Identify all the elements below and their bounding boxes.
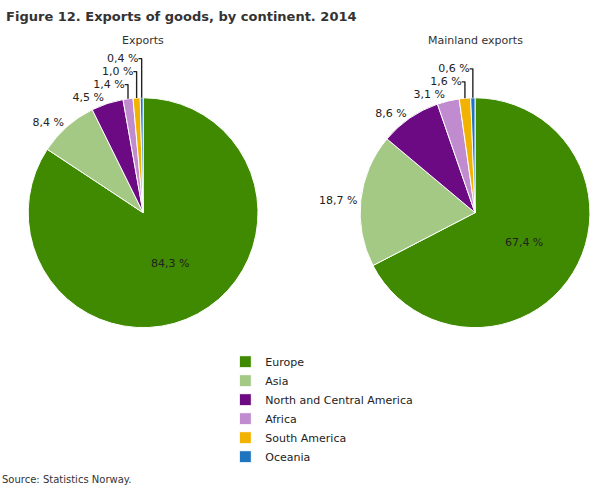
svg-text:8,6 %: 8,6 % (375, 107, 406, 120)
svg-text:1,6 %: 1,6 % (430, 75, 461, 88)
svg-text:84,3 %: 84,3 % (151, 257, 189, 270)
svg-text:1,4 %: 1,4 % (93, 78, 124, 91)
svg-text:Africa: Africa (265, 413, 296, 426)
svg-text:18,7 %: 18,7 % (319, 194, 357, 207)
svg-text:Asia: Asia (265, 375, 288, 388)
svg-text:4,5 %: 4,5 % (73, 91, 104, 104)
svg-text:0,6 %: 0,6 % (438, 62, 469, 75)
svg-text:0,4 %: 0,4 % (107, 52, 138, 65)
svg-text:3,1 %: 3,1 % (413, 88, 444, 101)
svg-text:67,4 %: 67,4 % (505, 236, 543, 249)
svg-text:Figure 12. Exports of goods, b: Figure 12. Exports of goods, by continen… (6, 9, 356, 24)
svg-text:Mainland exports: Mainland exports (428, 34, 523, 47)
svg-text:Source: Statistics Norway.: Source: Statistics Norway. (2, 474, 131, 485)
svg-text:Oceania: Oceania (265, 451, 310, 464)
svg-text:North and Central America: North and Central America (265, 394, 412, 407)
svg-text:Europe: Europe (265, 356, 304, 369)
svg-text:Exports: Exports (122, 34, 164, 47)
svg-text:1,0 %: 1,0 % (102, 65, 133, 78)
svg-text:8,4 %: 8,4 % (32, 116, 63, 129)
svg-text:South America: South America (265, 432, 346, 445)
